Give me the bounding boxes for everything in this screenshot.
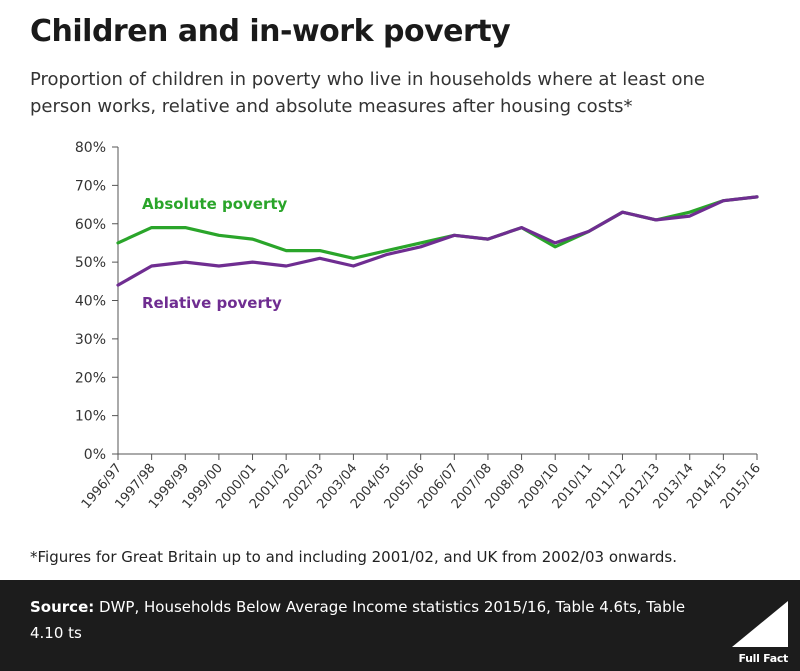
series-layer: [116, 195, 759, 287]
footer-bar: Source: DWP, Households Below Average In…: [0, 580, 800, 671]
source-label: Source:: [30, 598, 95, 616]
series-line-relative: [116, 195, 759, 287]
y-tick-label: 70%: [75, 178, 106, 194]
y-tick-label: 30%: [75, 332, 106, 348]
x-axis: 1996/971997/981998/991999/002000/012001/…: [79, 453, 764, 512]
brand-triangle-icon: [732, 601, 788, 647]
y-tick-label: 0%: [84, 447, 106, 463]
y-tick-label: 10%: [75, 409, 106, 425]
series-labels: Absolute poverty Relative poverty: [142, 195, 288, 312]
y-tick-label: 50%: [75, 255, 106, 271]
brand-logo: Full Fact: [702, 595, 792, 665]
brand-name: Full Fact: [738, 652, 788, 665]
source-text: DWP, Households Below Average Income sta…: [30, 598, 686, 642]
series-label-absolute: Absolute poverty: [142, 195, 288, 213]
series-label-relative: Relative poverty: [142, 294, 282, 312]
footnote: *Figures for Great Britain up to and inc…: [30, 548, 677, 566]
y-tick-label: 20%: [75, 370, 106, 386]
y-tick-label: 40%: [75, 294, 106, 310]
line-chart: 0% 10% 20% 30% 40% 50% 60% 70% 80% 1996/971997/9…: [75, 140, 764, 512]
y-tick-label: 60%: [75, 217, 106, 233]
y-tick-label: 80%: [75, 140, 106, 156]
source-note: Source: DWP, Households Below Average In…: [30, 594, 720, 646]
chart-title: Children and in-work poverty: [30, 14, 511, 49]
y-axis: 0% 10% 20% 30% 40% 50% 60% 70% 80%: [75, 140, 119, 463]
chart-subtitle: Proportion of children in poverty who li…: [30, 69, 705, 117]
